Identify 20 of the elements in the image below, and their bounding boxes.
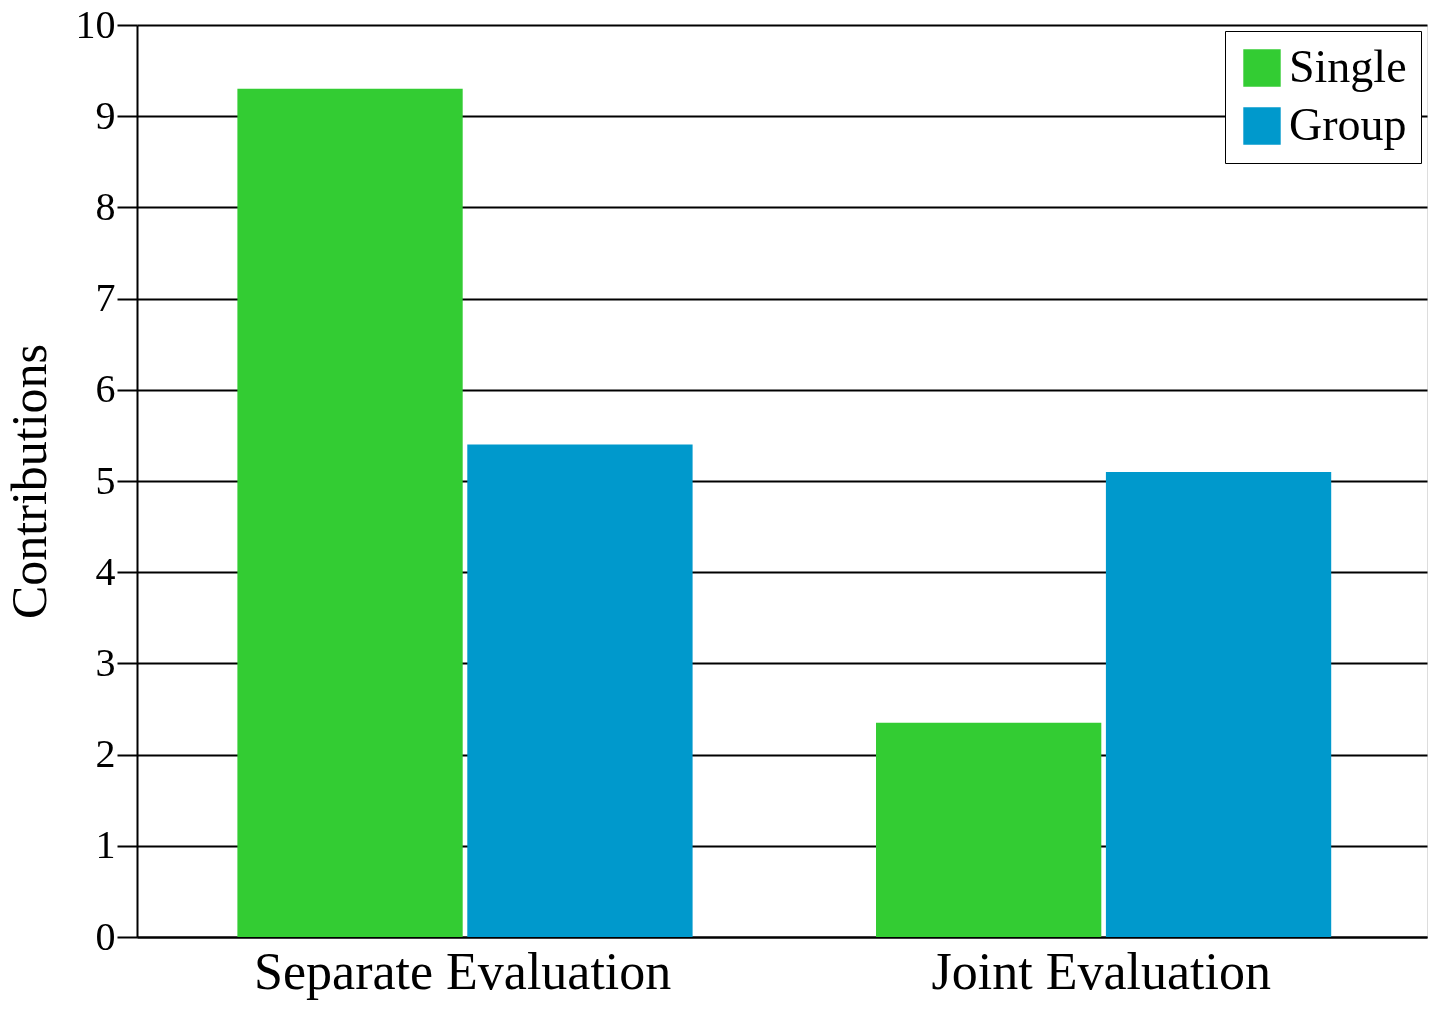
y-tick-label: 6	[95, 366, 116, 412]
y-tick-label: 4	[95, 548, 116, 594]
y-tick-label: 0	[95, 913, 116, 959]
y-tick-label: 9	[95, 92, 116, 138]
bar	[237, 88, 463, 937]
legend-label: Single	[1289, 41, 1407, 92]
y-tick-label: 8	[95, 183, 116, 229]
y-tick-label: 7	[95, 275, 116, 321]
legend-label: Group	[1289, 99, 1407, 150]
bar	[1105, 471, 1332, 937]
y-axis-title: Contributions	[0, 343, 57, 620]
y-tick-label: 10	[75, 1, 116, 47]
x-tick-label: Separate Evaluation	[254, 942, 672, 1000]
bar	[467, 444, 693, 937]
y-tick-label: 3	[95, 639, 116, 685]
y-tick-label: 2	[95, 731, 116, 777]
bar	[876, 722, 1102, 937]
y-tick-label: 5	[95, 457, 116, 503]
x-tick-label: Joint Evaluation	[931, 942, 1272, 1000]
y-tick-label: 1	[95, 822, 116, 868]
